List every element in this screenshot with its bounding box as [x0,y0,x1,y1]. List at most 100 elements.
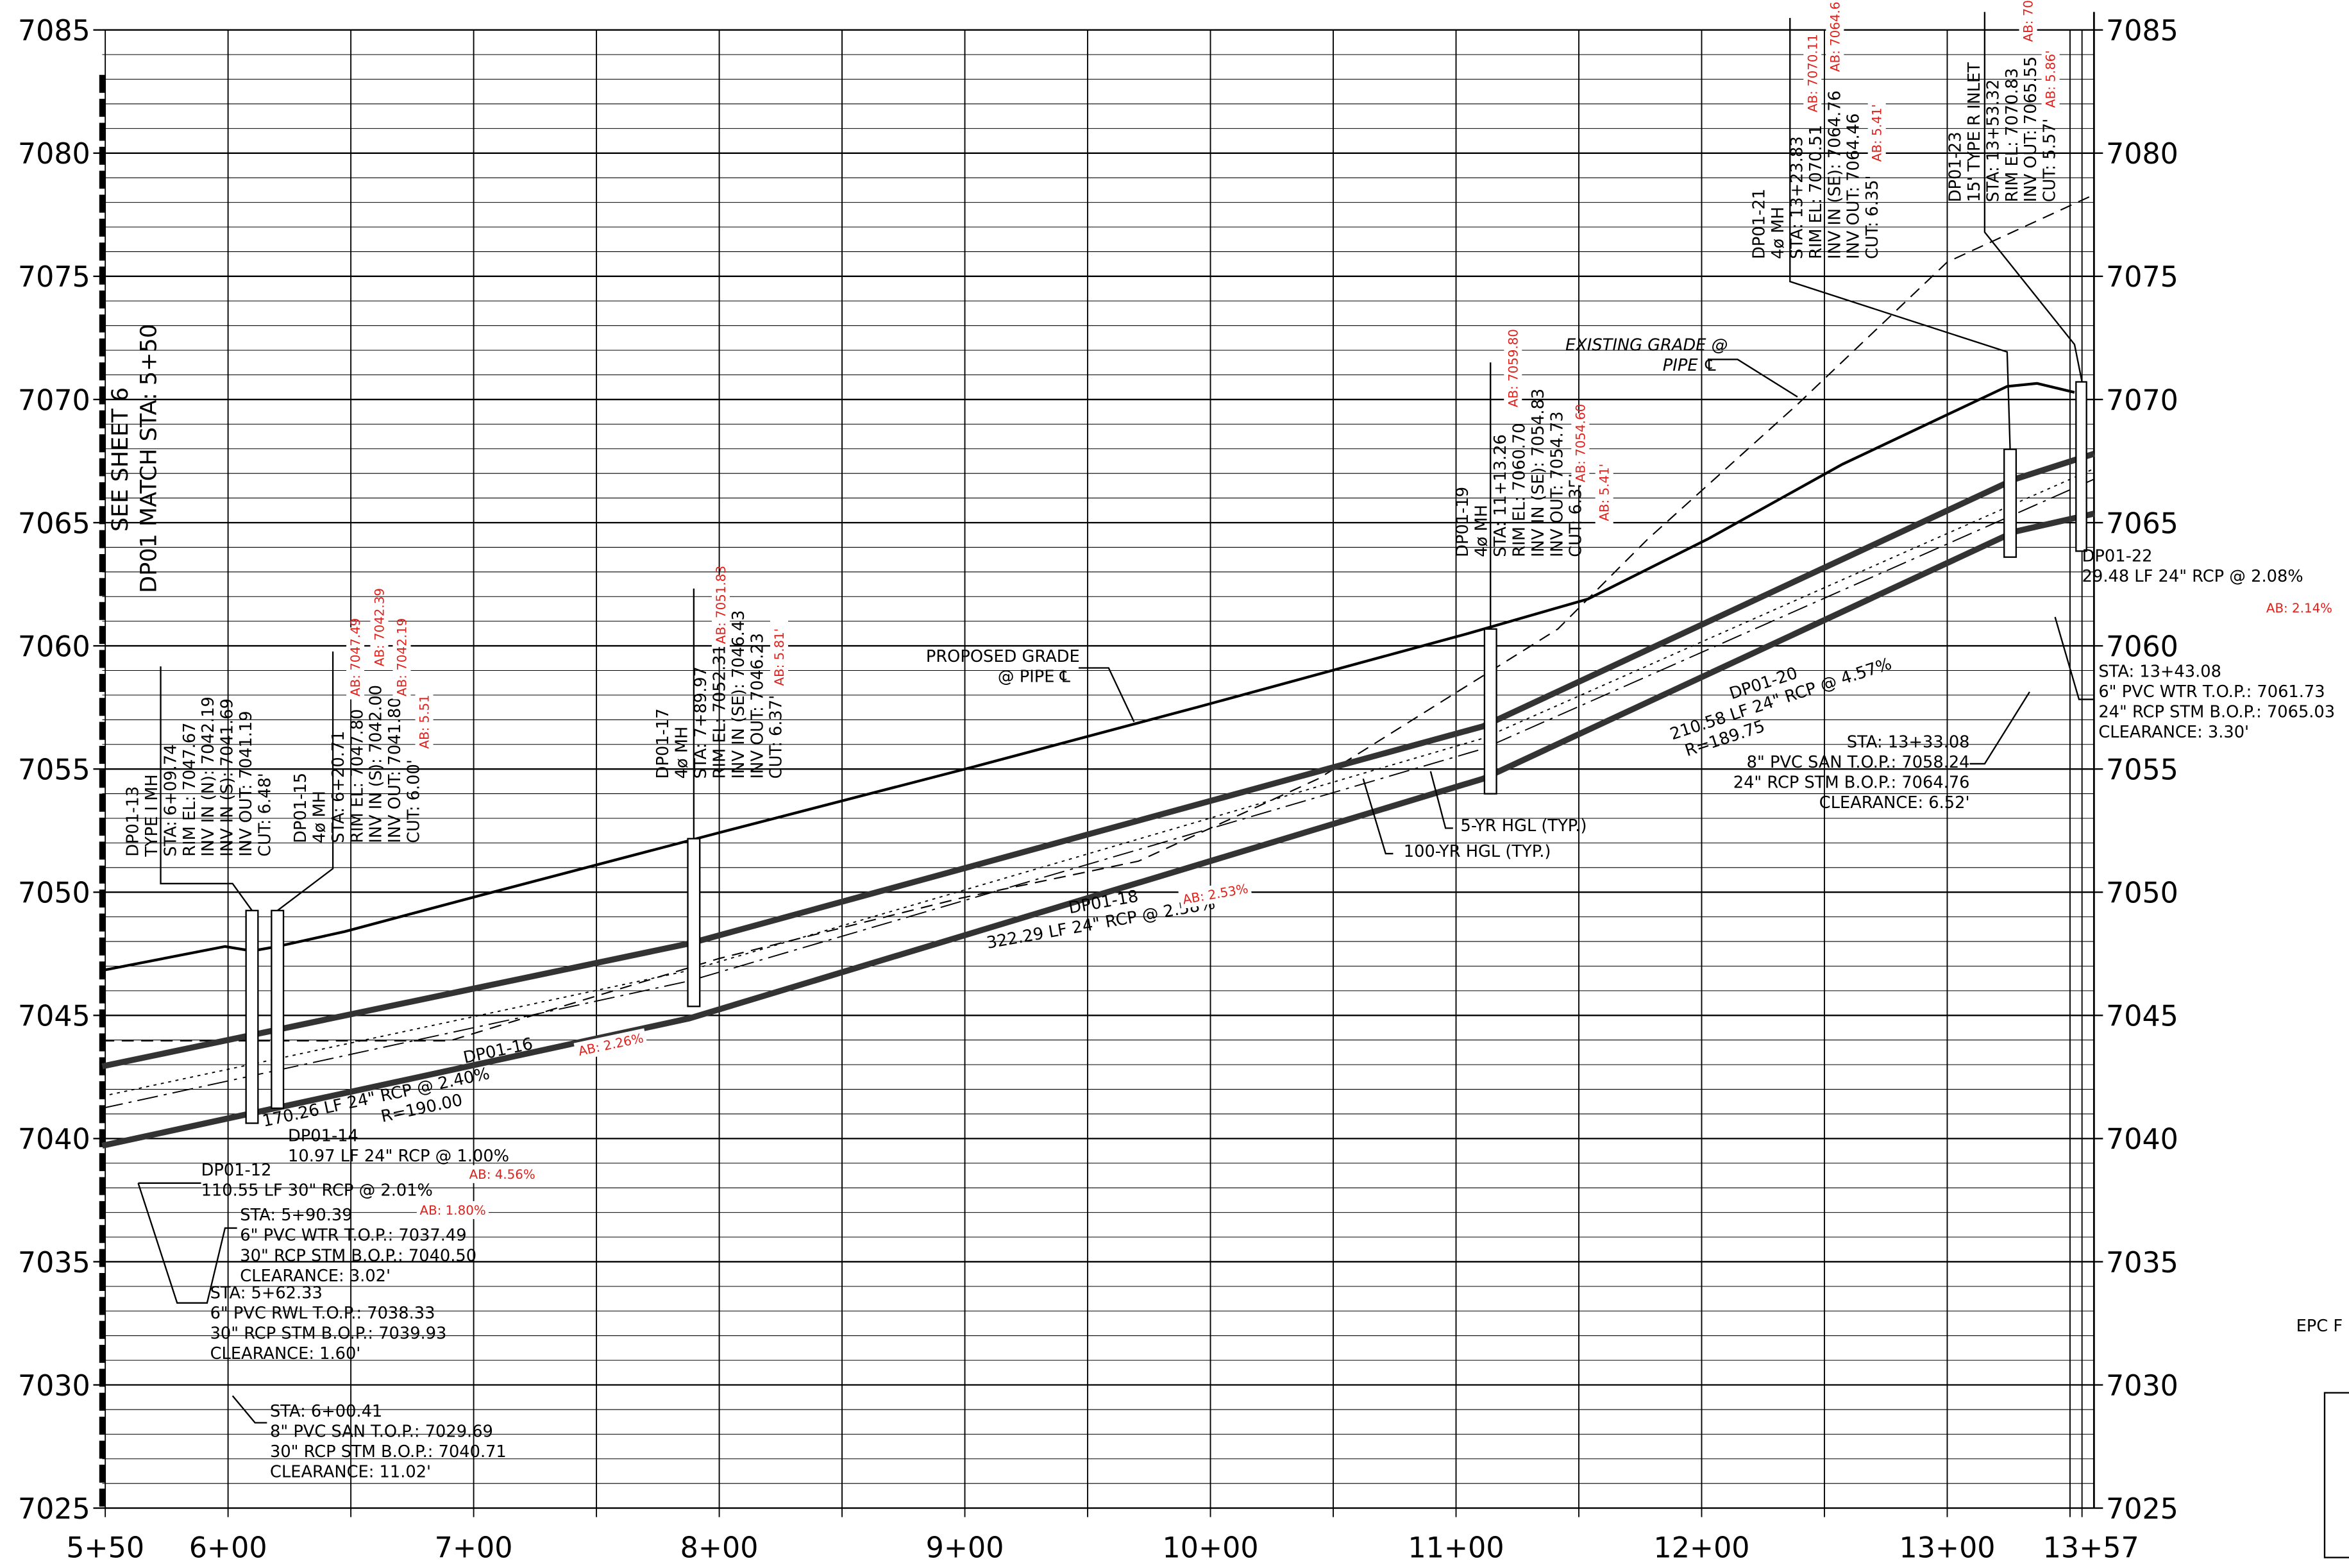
note-text: 24" RCP STM B.O.P.: 7065.03 [2098,703,2335,722]
elevation-label: 7065 [18,507,90,540]
structure-text: RIM EL: 7047.80 [348,709,367,843]
as-built-label: AB: 70 [2019,0,2037,45]
inlet [2076,382,2086,551]
structure-text: DP01-13 [124,786,143,857]
as-built-label: AB: 7042.19 [393,618,411,700]
note-text: 30" RCP STM B.O.P.: 7040.50 [240,1246,476,1265]
note-text: STA: 13+43.08 [2098,662,2221,682]
as-built-label: AB: 5.86' [2042,39,2060,111]
elevation-label: 7065 [2106,507,2178,540]
station-label: 11+00 [1408,1532,1504,1565]
as-built-label: AB: 7054.60 [1571,404,1589,485]
elevation-label: 7055 [18,754,90,786]
note-text: 10.97 LF 24" RCP @ 1.00% [288,1147,509,1166]
note-text: STA: 13+33.08 [1847,732,1970,752]
elevation-label: 7025 [2106,1493,2178,1526]
elevation-label: 7035 [2106,1247,2178,1279]
as-built-label: AB: 5.41' [1868,93,1886,165]
as-built-label: AB: 5.51 [416,680,434,752]
manhole [2004,450,2016,557]
structure-text: STA: 6+09.74 [161,745,180,857]
structure-text: STA: 13+23.83 [1787,136,1806,259]
note-text: STA: 5+90.39 [240,1206,352,1225]
as-built-label: AB: 7047.49 [346,618,364,700]
note-text: 29.48 LF 24" RCP @ 2.08% [2082,567,2303,586]
as-built-text: AB: 7042.19 [395,618,410,696]
structure-text: INV OUT: 7054.73 [1547,411,1567,557]
manhole [688,839,700,1007]
as-built-text: AB: 7064.6 [1828,2,1842,72]
structure-text: INV OUT: 7046.23 [748,633,767,779]
structure-text: INV OUT: 7041.80 [385,697,405,843]
structure-text: INV IN (SE): 7046.43 [729,610,748,779]
structure-text: 4ø MH [673,727,692,779]
structure-text: RIM EL: 7070.51 [1806,125,1826,259]
note-text: PROPOSED GRADE [926,647,1080,666]
structure-text: INV IN (S): 7042.00 [367,685,386,843]
elevation-label: 7050 [18,877,90,910]
elevation-label: 7050 [2106,877,2178,910]
elevation-label: 7055 [2106,754,2178,786]
as-built-text: AB: 7054.60 [1573,404,1588,482]
elevation-label: 7075 [2106,261,2178,294]
structure-text: RIM EL: 7070.83 [2003,68,2022,202]
station-label: 10+00 [1163,1532,1259,1565]
structure-text: DP01-23 [1946,131,1966,202]
structure-text: TYPE I MH [142,774,162,857]
note-text: 8" PVC SAN T.O.P.: 7029.69 [270,1422,493,1442]
as-built-text: AB: 70 [2021,0,2036,42]
structure-text: 4ø MH [310,791,329,843]
structure-text: CUT: 6.48' [255,773,274,857]
elevation-label: 7070 [2106,384,2178,417]
match-text: SEE SHEET 6 [107,387,133,532]
elevation-label: 7045 [18,1000,90,1033]
note-text: 30" RCP STM B.O.P.: 7039.93 [210,1324,447,1344]
as-built-text: AB: 2.14% [2266,601,2332,616]
note-text: CLEARANCE: 3.30' [2098,723,2249,742]
station-label: 7+00 [435,1532,513,1565]
elevation-label: 7035 [18,1247,90,1279]
note-text: DP01-14 [288,1126,358,1145]
structure-text: STA: 7+89.97 [691,666,711,779]
note: 5-YR HGL (TYP.) [1461,816,1587,836]
profile-sheet: 7085708570807080707570757070707070657065… [0,0,2349,1568]
structure-text: 4ø MH [1769,207,1788,259]
as-built-text: AB: 7051.83 [714,566,728,644]
note-text: PIPE ℄ [1663,356,1718,375]
as-built-label: AB: 5.41' [1595,452,1613,524]
as-built-text: AB: 7059.80 [1506,329,1520,407]
as-built-label: AB: 7042.39 [370,588,388,670]
note-text: DP01-12 [201,1161,272,1180]
note-text: 6" PVC WTR T.O.P.: 7061.73 [2098,682,2325,702]
as-built-text: AB: 7042.39 [372,588,387,666]
station-label: 12+00 [1653,1532,1749,1565]
as-built-text: AB: 4.56% [469,1167,535,1182]
structure-text: STA: 13+53.32 [1983,80,2003,203]
note-text: @ PIPE ℄ [998,668,1071,687]
elevation-label: 7075 [18,261,90,294]
note-text: 5-YR HGL (TYP.) [1461,816,1587,836]
note-text: 6" PVC RWL T.O.P.: 7038.33 [210,1304,435,1323]
structure-text: 15' TYPE R INLET [1965,62,1984,202]
elevation-label: 7070 [18,384,90,417]
as-built-text: AB: 5.41' [1597,464,1612,521]
elevation-label: 7030 [18,1370,90,1403]
as-built-text: AB: 7047.49 [348,618,363,696]
structure-text: STA: 11+13.26 [1491,434,1510,557]
structure-text: INV OUT: 7065.55 [2021,56,2041,202]
elevation-label: 7060 [18,630,90,663]
structure-text: CUT: 6.00' [405,759,424,843]
elevation-label: 7045 [2106,1000,2178,1033]
structure-text: RIM EL: 7047.67 [180,723,199,857]
manhole [271,911,283,1108]
note-text: 110.55 LF 30" RCP @ 2.01% [201,1181,433,1201]
match-text: DP01 MATCH STA: 5+50 [136,324,162,593]
structure-text: DP01-19 [1453,487,1472,557]
note-text: CLEARANCE: 6.52' [1819,793,1970,813]
manhole [246,911,258,1124]
as-built-text: AB: 7070.11 [1805,34,1820,112]
structure-text: INV IN (SE): 7054.83 [1529,389,1548,557]
note-text: CLEARANCE: 11.02' [270,1463,431,1482]
elevation-label: 7040 [18,1124,90,1156]
structure-text: DP01-17 [653,708,673,779]
